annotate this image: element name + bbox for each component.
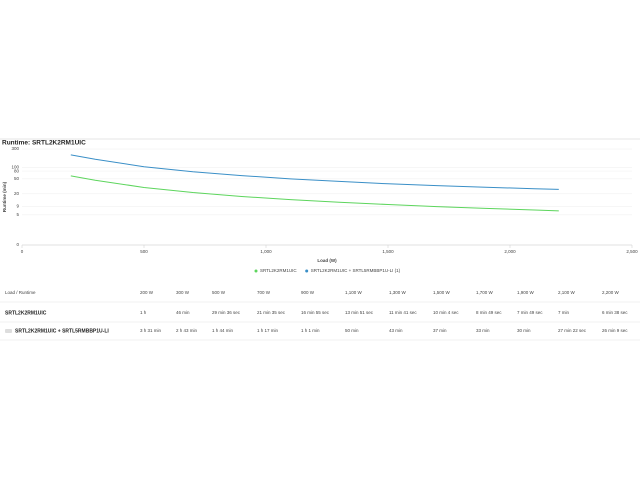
table-cell: 1 h	[140, 310, 147, 315]
table-header: 1,100 W	[345, 290, 363, 295]
table-header: 500 W	[212, 290, 226, 295]
table-cell: 16 min 55 sec	[301, 310, 330, 315]
table-cell: 26 min 9 sec	[602, 328, 628, 333]
table-header: 1,300 W	[389, 290, 407, 295]
y-tick-label: 20	[14, 191, 20, 196]
table-cell: 50 min	[345, 328, 359, 333]
table-cell: 1 h 1 min	[301, 328, 320, 333]
table-header: Load / Runtime	[5, 290, 36, 295]
y-tick-label: 9	[16, 203, 19, 208]
table-cell: 1 h 17 min	[257, 328, 279, 333]
table-cell: 13 min 51 sec	[345, 310, 374, 315]
x-tick-label: 2,500	[626, 249, 638, 254]
y-tick-label: 0	[16, 242, 19, 247]
table-cell: 7 min 49 sec	[517, 310, 543, 315]
table-cell: 33 min	[476, 328, 490, 333]
x-axis-label: Load (W)	[317, 258, 337, 263]
table-cell: 43 min	[389, 328, 403, 333]
table-cell: 2 h 43 min	[176, 328, 198, 333]
table-header: 200 W	[140, 290, 154, 295]
y-tick-label: 50	[14, 176, 20, 181]
x-tick-label: 1,500	[382, 249, 394, 254]
x-tick-label: 1,000	[260, 249, 272, 254]
legend-marker	[254, 269, 258, 273]
legend-label: SRTL2K2RM1UIC + SRTL5RMBBP1U-LI (1)	[311, 268, 401, 273]
table-cell: 30 min	[517, 328, 531, 333]
table-header: 1,900 W	[517, 290, 535, 295]
x-tick-label: 0	[21, 249, 24, 254]
x-tick-label: 500	[140, 249, 148, 254]
table-header: 1,700 W	[476, 290, 494, 295]
table-header: 2,100 W	[558, 290, 576, 295]
row-label: SRTL2K2RM1UIC + SRTL5RMBBP1U-LI	[15, 328, 109, 334]
series-line	[70, 175, 559, 212]
table-header: 2,200 W	[602, 290, 620, 295]
table-cell: 37 min	[433, 328, 447, 333]
table-header: 900 W	[301, 290, 315, 295]
table-cell: 6 min 38 sec	[602, 310, 628, 315]
table-cell: 46 min	[176, 310, 190, 315]
legend-marker	[305, 269, 309, 273]
chart-title: Runtime: SRTL2K2RM1UIC	[2, 140, 86, 147]
table-cell: 27 min 22 sec	[558, 328, 587, 333]
series-line	[70, 154, 559, 190]
row-label: SRTL2K2RM1UIC	[5, 310, 47, 316]
table-cell: 1 h 44 min	[212, 328, 234, 333]
y-tick-label: 100	[11, 165, 19, 170]
table-cell: 29 min 36 sec	[212, 310, 241, 315]
table-cell: 8 min 49 sec	[476, 310, 502, 315]
product-icon	[5, 329, 12, 333]
y-tick-label: 5	[16, 212, 19, 217]
table-header: 300 W	[176, 290, 190, 295]
y-tick-label: 300	[11, 146, 19, 151]
table-cell: 21 min 35 sec	[257, 310, 286, 315]
legend-label: SRTL2K2RM1UIC	[260, 268, 297, 273]
table-cell: 7 min	[558, 310, 570, 315]
table-cell: 10 min 4 sec	[433, 310, 459, 315]
table-header: 700 W	[257, 290, 271, 295]
y-axis-label: Runtime (min)	[2, 181, 7, 212]
table-cell: 11 min 41 sec	[389, 310, 417, 315]
y-tick-label: 80	[14, 168, 20, 173]
table-header: 1,500 W	[433, 290, 451, 295]
x-tick-label: 2,000	[504, 249, 516, 254]
table-cell: 3 h 31 min	[140, 328, 162, 333]
